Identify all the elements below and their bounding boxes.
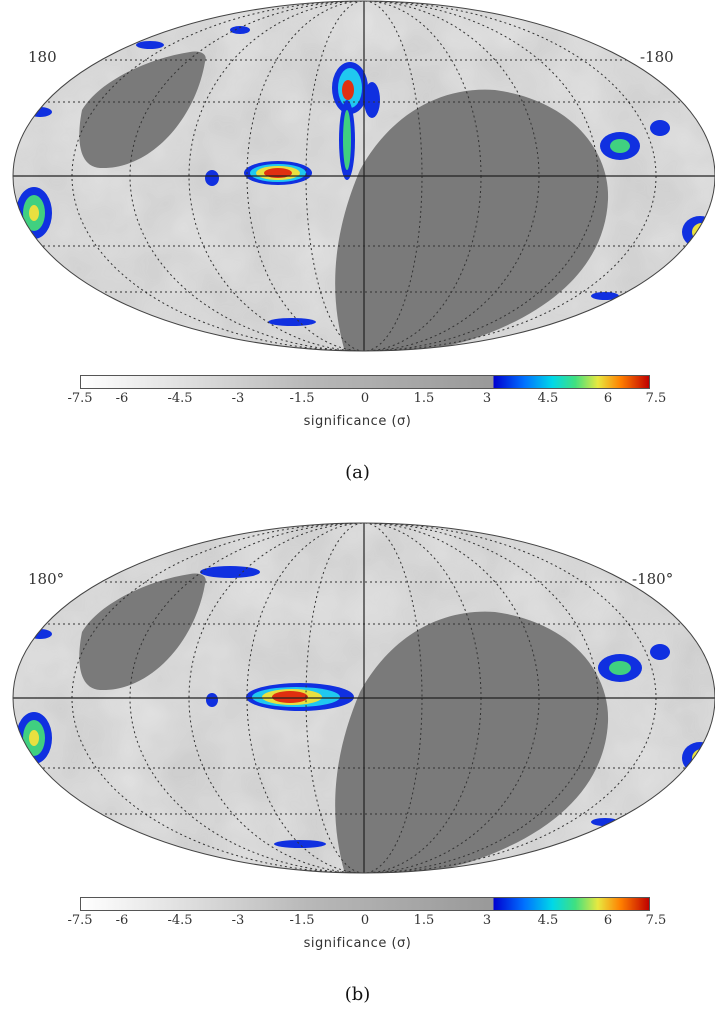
colorbar-tick: -4.5 [167, 913, 193, 928]
sky-map-a [12, 0, 715, 352]
colorbar-tick: 1.5 [413, 913, 435, 928]
sky-map-b [12, 522, 715, 874]
colorbar-tick: 4.5 [537, 391, 559, 406]
colorbar-tick: -4.5 [167, 391, 193, 406]
colorbar-label: significance (σ) [303, 414, 412, 429]
colorbar-tick: 6 [603, 913, 613, 928]
masked-region-small [79, 51, 206, 169]
colorbar-tick: -1.5 [289, 913, 315, 928]
colorbar [80, 897, 650, 911]
colorbar-tick: 4.5 [537, 913, 559, 928]
colorbar-tick: 0 [360, 391, 370, 406]
hotspot-small-left [205, 170, 219, 186]
colorbar [80, 375, 650, 389]
lon-label-left: 180° [28, 570, 65, 588]
masked-region-large [335, 611, 609, 873]
colorbar-tick: -3 [231, 391, 245, 406]
figure-caption-b: (b) [344, 984, 371, 1005]
colorbar-tick: -7.5 [67, 913, 93, 928]
colorbar-label: significance (σ) [303, 936, 412, 951]
figure-caption-a: (a) [345, 462, 370, 483]
colorbar-tick: 7.5 [645, 913, 667, 928]
colorbar-tick: 0 [360, 913, 370, 928]
lon-label-right: -180° [632, 570, 674, 588]
colorbar-tick: -1.5 [289, 391, 315, 406]
colorbar-tick: 3 [482, 913, 492, 928]
hotspot-vertical-streak [332, 62, 380, 180]
colorbar-tick: -7.5 [67, 391, 93, 406]
colorbar-tick: -3 [231, 913, 245, 928]
hotspot-small-left [206, 693, 218, 707]
colorbar-tick: -6 [115, 913, 129, 928]
hotspot-center-band [244, 161, 312, 185]
colorbar-tick: -6 [115, 391, 129, 406]
colorbar-tick: 7.5 [645, 391, 667, 406]
lon-label-left: 180 [28, 48, 57, 66]
masked-region-large [335, 89, 609, 351]
hotspot-center-band [246, 683, 354, 711]
colorbar-tick: 3 [482, 391, 492, 406]
masked-region-small [79, 573, 206, 691]
colorbar-tick: 6 [603, 391, 613, 406]
colorbar-tick: 1.5 [413, 391, 435, 406]
lon-label-right: -180 [640, 48, 674, 66]
